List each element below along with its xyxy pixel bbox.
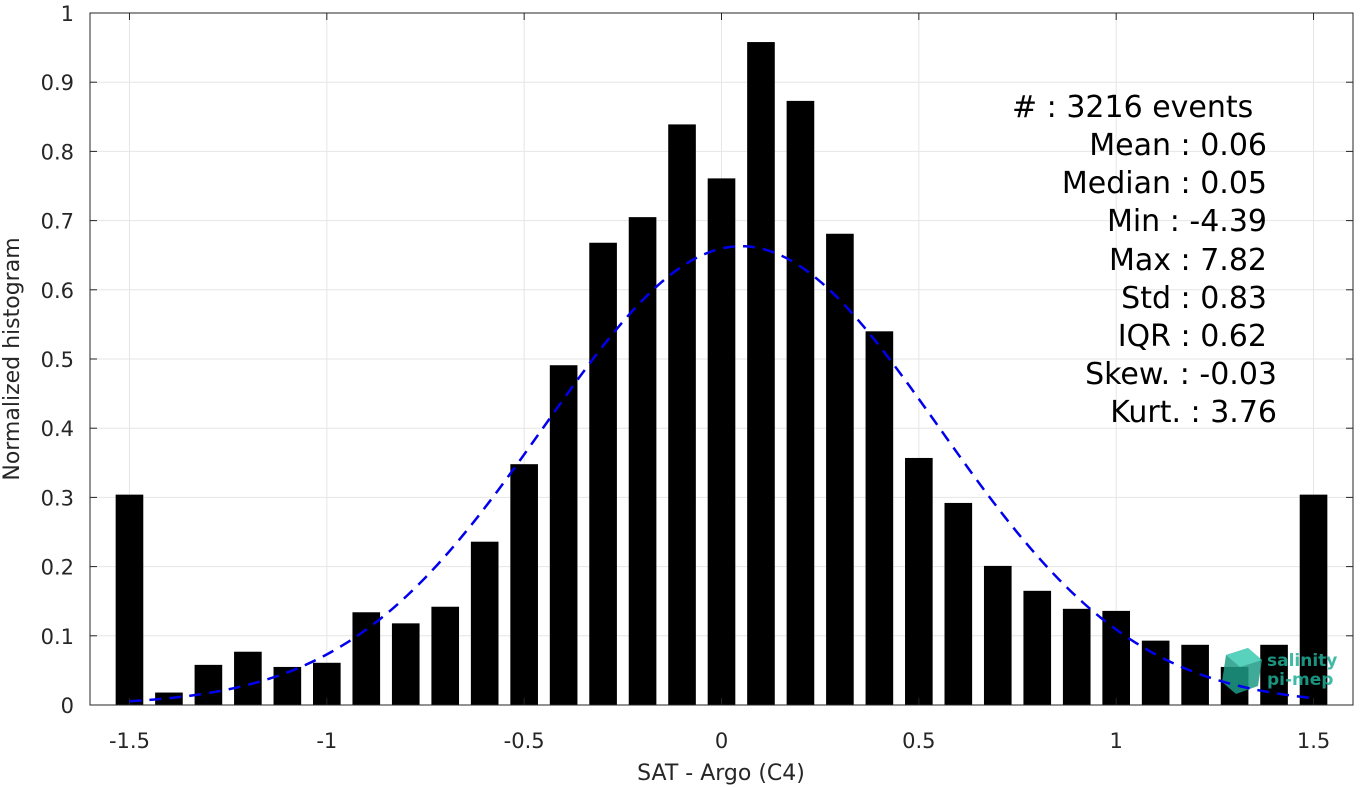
stat-mean: Mean : 0.06 <box>1089 128 1267 163</box>
histogram-bar <box>747 42 775 705</box>
histogram-bar <box>668 124 696 706</box>
histogram-bar <box>352 612 381 705</box>
logo-cube-top <box>1226 648 1262 667</box>
stat-std: Std : 0.83 <box>1121 281 1267 316</box>
stat-iqr: IQR : 0.62 <box>1118 319 1267 354</box>
y-tick-label: 1 <box>61 2 74 26</box>
histogram-bar <box>391 623 420 705</box>
x-tick-label: 0.5 <box>902 729 935 753</box>
histogram-bar <box>194 664 223 705</box>
histogram-bar <box>1023 590 1052 705</box>
histogram-bar <box>944 502 973 705</box>
stat-events: # : 3216 events <box>1012 90 1253 125</box>
stat-max: Max : 7.82 <box>1109 243 1267 278</box>
histogram-bar <box>510 464 538 705</box>
x-tick-label: 1.5 <box>1297 729 1330 753</box>
y-tick-label: 0 <box>61 694 74 718</box>
stat-skew: Skew. : -0.03 <box>1085 357 1277 392</box>
histogram-bar <box>234 651 262 705</box>
histogram-bar <box>628 217 657 705</box>
histogram-bar <box>1102 610 1131 705</box>
stat-kurt: Kurt. : 3.76 <box>1110 395 1277 430</box>
histogram-bar <box>115 494 144 705</box>
histogram-bar <box>431 606 460 705</box>
x-tick-label: 0 <box>715 729 728 753</box>
logo-line1: salinity <box>1267 651 1337 671</box>
y-axis-label: Normalized histogram <box>0 237 25 480</box>
histogram-bar <box>549 365 578 705</box>
histogram-bar <box>786 100 815 705</box>
histogram-bar <box>1299 494 1328 705</box>
x-tick-label: -0.5 <box>504 729 545 753</box>
histogram-bar <box>155 692 183 705</box>
histogram-bar <box>983 565 1012 705</box>
stat-min: Min : -4.39 <box>1107 204 1267 239</box>
y-tick-label: 0.5 <box>41 348 74 372</box>
histogram-bar <box>1062 608 1091 705</box>
stats-box: # : 3216 events Mean : 0.06 Median : 0.0… <box>1012 90 1277 430</box>
y-tick-label: 0.7 <box>41 210 74 234</box>
histogram-bar <box>312 662 341 705</box>
y-tick-label: 0.1 <box>41 625 74 649</box>
x-axis-label: SAT - Argo (C4) <box>637 761 805 786</box>
gaussian-fit-curve <box>129 244 1314 703</box>
histogram-bar <box>589 242 617 705</box>
salinity-pimep-logo: salinity pi-mep <box>1222 648 1337 694</box>
y-tick-label: 0.8 <box>41 140 74 164</box>
x-tick-label: -1.5 <box>109 729 150 753</box>
stat-median: Median : 0.05 <box>1062 166 1267 201</box>
y-tick-label: 0.6 <box>41 279 74 303</box>
y-tick-label: 0.9 <box>41 71 74 95</box>
histogram-bar <box>826 233 854 706</box>
histogram-bar <box>905 457 933 705</box>
y-axis-ticks: 0 0.1 0.2 0.3 0.4 0.5 0.6 0.7 0.8 0.9 1 <box>41 2 1353 718</box>
y-tick-label: 0.2 <box>41 556 74 580</box>
x-axis-ticks: -1.5 -1 -0.5 0 0.5 1 1.5 <box>109 13 1330 753</box>
histogram-bar <box>470 541 499 705</box>
y-tick-label: 0.4 <box>41 417 74 441</box>
logo-line2: pi-mep <box>1267 670 1333 690</box>
gaussian-fit-layer <box>129 244 1314 703</box>
histogram-bar <box>1141 640 1170 705</box>
histogram-bar <box>707 178 736 705</box>
y-tick-label: 0.3 <box>41 486 74 510</box>
x-tick-label: -1 <box>316 729 337 753</box>
histogram-bar <box>865 331 894 705</box>
x-tick-label: 1 <box>1110 729 1123 753</box>
histogram-bars <box>115 42 1328 706</box>
